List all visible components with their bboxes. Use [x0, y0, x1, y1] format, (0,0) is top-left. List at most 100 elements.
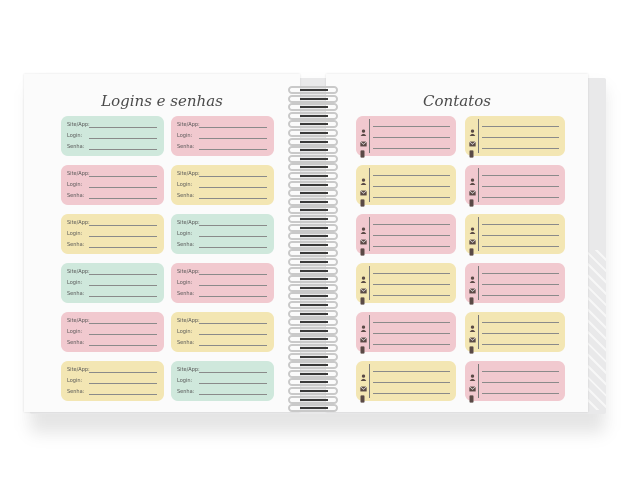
divider — [478, 315, 479, 349]
write-line — [199, 372, 267, 373]
write-line — [89, 138, 157, 139]
contact-icons — [358, 315, 370, 354]
write-line — [89, 149, 157, 150]
spiral-ring — [288, 189, 338, 198]
spiral-binding — [288, 86, 338, 416]
write-line — [199, 323, 267, 324]
phone-icon — [469, 290, 476, 309]
spiral-ring — [288, 361, 338, 370]
login-card: Site/App: Login: Senha: — [61, 361, 164, 401]
contact-card — [465, 116, 565, 158]
write-line — [373, 126, 450, 127]
write-line — [373, 175, 450, 176]
spiral-ring — [288, 404, 338, 413]
contact-card — [465, 263, 565, 305]
write-line — [482, 344, 559, 345]
login-field: Senha: — [67, 242, 157, 248]
write-line — [89, 187, 157, 188]
login-field: Senha: — [67, 340, 157, 346]
divider — [478, 119, 479, 153]
envelope-icon — [360, 230, 367, 249]
phone-icon — [360, 388, 367, 407]
write-line — [89, 383, 157, 384]
login-field: Login: — [67, 182, 157, 188]
write-line — [482, 148, 559, 149]
login-field-label: Login: — [67, 280, 83, 286]
spiral-ring — [288, 137, 338, 146]
write-line — [199, 236, 267, 237]
login-field: Login: — [177, 280, 267, 286]
phone-icon — [469, 339, 476, 358]
spiral-ring — [288, 180, 338, 189]
contact-icons — [467, 119, 479, 158]
write-line — [199, 247, 267, 248]
login-field: Senha: — [177, 242, 267, 248]
envelope-icon — [469, 230, 476, 249]
write-line — [89, 198, 157, 199]
write-line — [482, 186, 559, 187]
cover-stripes — [588, 250, 606, 410]
login-card: Site/App: Login: Senha: — [61, 165, 164, 205]
login-card: Site/App: Login: Senha: — [61, 312, 164, 352]
contact-card — [356, 312, 456, 354]
write-line — [482, 197, 559, 198]
contact-icons — [358, 168, 370, 207]
login-field: Senha: — [67, 389, 157, 395]
envelope-icon — [469, 132, 476, 151]
phone-icon — [469, 388, 476, 407]
login-field-label: Site/App: — [67, 171, 90, 177]
phone-icon — [360, 192, 367, 211]
login-field: Site/App: — [177, 367, 267, 373]
contact-icons — [358, 217, 370, 256]
login-field: Site/App: — [67, 367, 157, 373]
login-field-label: Site/App: — [177, 122, 200, 128]
divider — [369, 364, 370, 398]
divider — [478, 217, 479, 251]
spiral-ring — [288, 378, 338, 387]
contact-card — [356, 116, 456, 158]
login-field-label: Senha: — [177, 340, 195, 346]
login-field-label: Login: — [177, 329, 193, 335]
contact-card — [465, 361, 565, 403]
write-line — [482, 322, 559, 323]
contact-icons — [467, 168, 479, 207]
login-field-label: Site/App: — [67, 269, 90, 275]
spiral-ring — [288, 335, 338, 344]
write-line — [199, 176, 267, 177]
login-card: Site/App: Login: Senha: — [171, 361, 274, 401]
contact-icons — [467, 315, 479, 354]
spiral-ring — [288, 146, 338, 155]
login-field: Site/App: — [67, 220, 157, 226]
write-line — [482, 273, 559, 274]
write-line — [89, 394, 157, 395]
envelope-icon — [469, 181, 476, 200]
spiral-ring — [288, 395, 338, 404]
phone-icon — [469, 192, 476, 211]
spiral-ring — [288, 103, 338, 112]
write-line — [199, 187, 267, 188]
spiral-ring — [288, 172, 338, 180]
write-line — [199, 225, 267, 226]
write-line — [373, 186, 450, 187]
spiral-ring — [288, 352, 338, 361]
login-card: Site/App: Login: Senha: — [61, 263, 164, 303]
spiral-ring — [288, 206, 338, 215]
login-card: Site/App: Login: Senha: — [171, 116, 274, 156]
spiral-ring — [288, 326, 338, 335]
login-card: Site/App: Login: Senha: — [171, 165, 274, 205]
login-field-label: Login: — [67, 231, 83, 237]
write-line — [89, 247, 157, 248]
envelope-icon — [360, 132, 367, 151]
person-icon — [469, 170, 476, 189]
write-line — [89, 334, 157, 335]
spiral-ring — [288, 258, 338, 266]
contact-icons — [467, 266, 479, 305]
write-line — [373, 284, 450, 285]
login-card: Site/App: Login: Senha: — [61, 116, 164, 156]
write-line — [373, 322, 450, 323]
login-field-label: Senha: — [177, 291, 195, 297]
spiral-ring — [288, 94, 338, 103]
write-line — [373, 197, 450, 198]
login-field-label: Senha: — [67, 340, 85, 346]
login-card: Site/App: Login: Senha: — [61, 214, 164, 254]
